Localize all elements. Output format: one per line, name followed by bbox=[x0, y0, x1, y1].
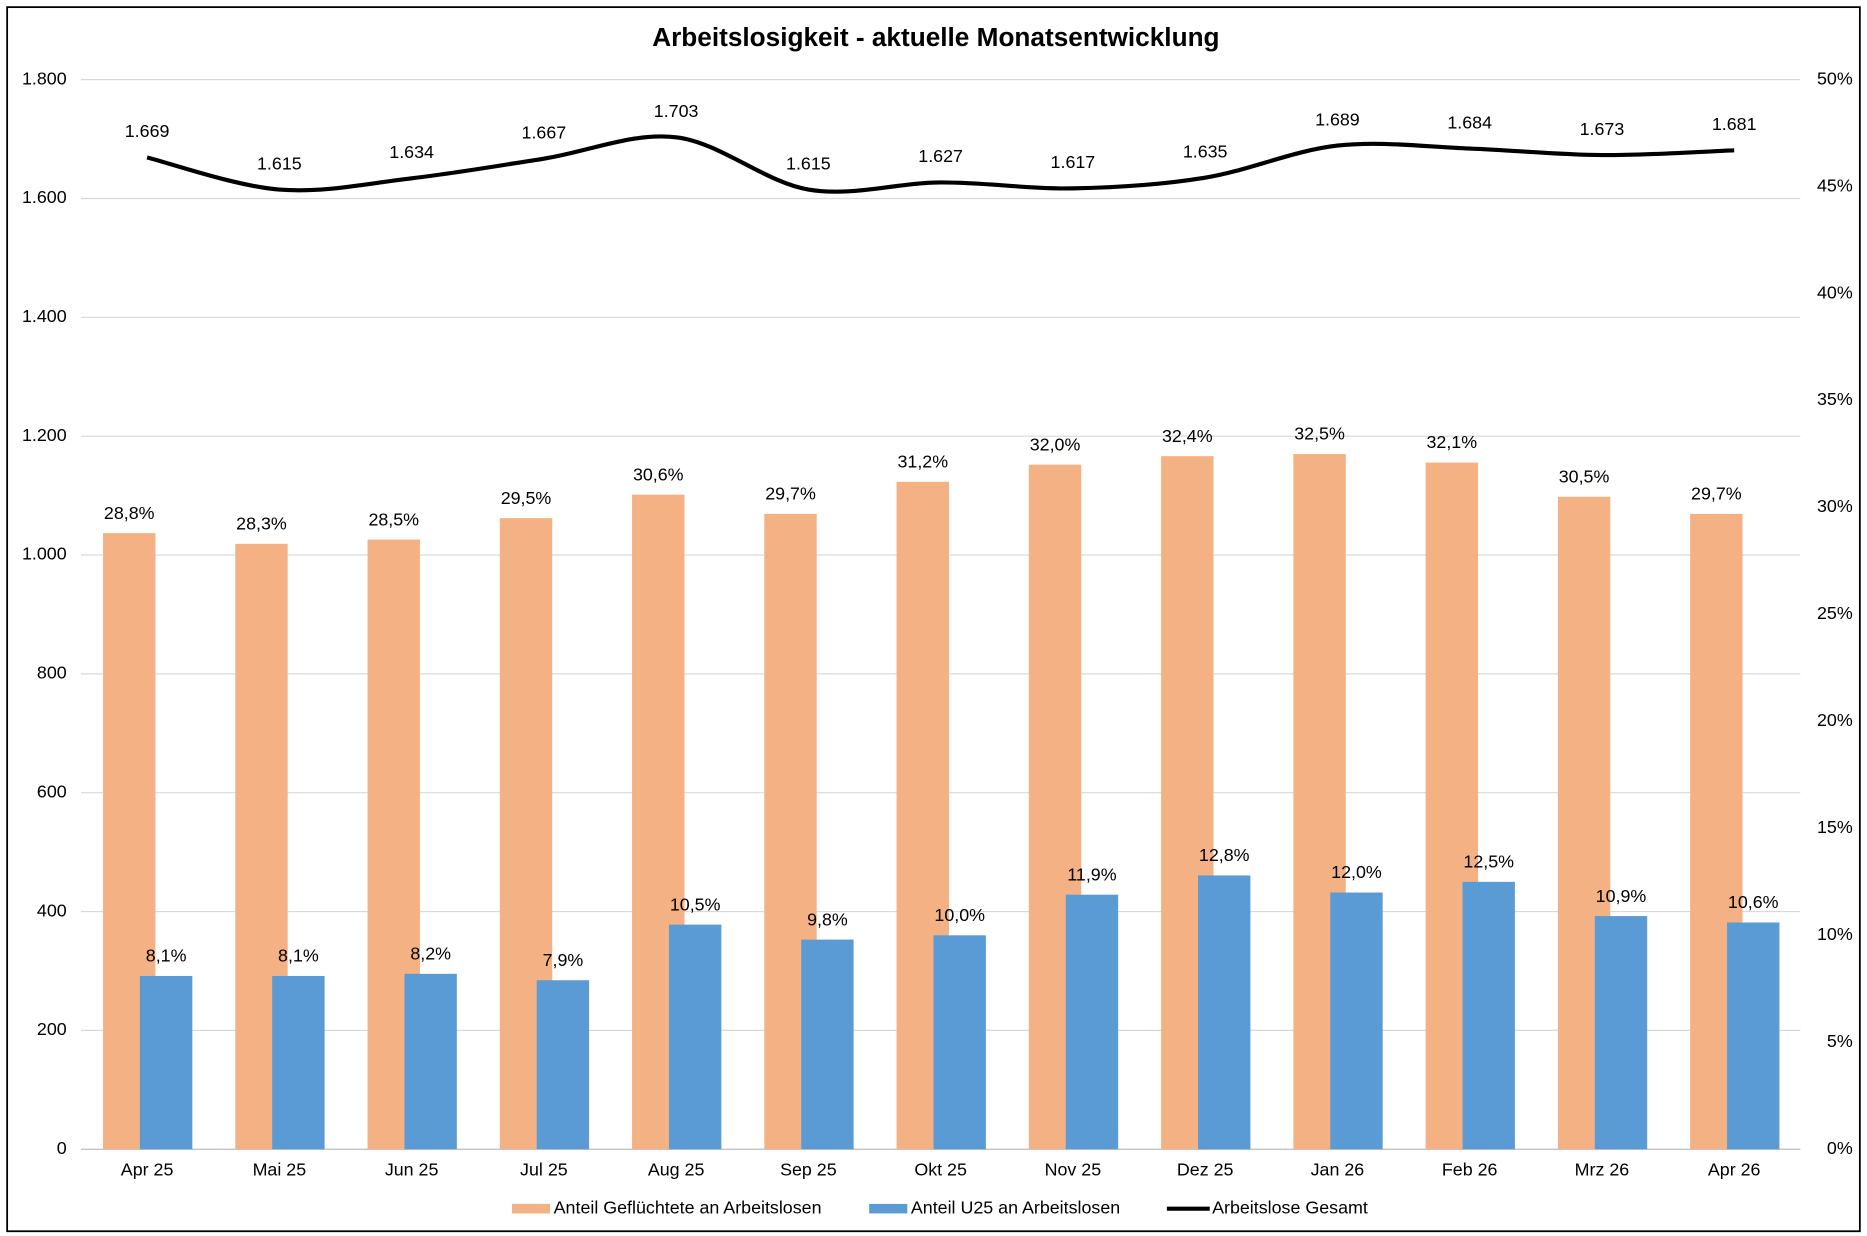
y-tick-label: 1.000 bbox=[22, 544, 67, 564]
y-tick-label: 600 bbox=[37, 781, 67, 801]
bar bbox=[1065, 894, 1119, 1150]
legend-swatch bbox=[869, 1203, 908, 1214]
y2-tick-label: 50% bbox=[1817, 68, 1853, 88]
data-label: 10,6% bbox=[1728, 892, 1779, 912]
data-label: 30,5% bbox=[1559, 466, 1610, 486]
legend-label: Anteil Geflüchtete an Arbeitslosen bbox=[554, 1197, 822, 1217]
data-label: 9,8% bbox=[807, 909, 848, 929]
y2-tick-label: 0% bbox=[1827, 1138, 1853, 1158]
y-tick-label: 0 bbox=[57, 1138, 67, 1158]
bar bbox=[933, 935, 986, 1150]
data-label: 1.635 bbox=[1183, 141, 1228, 161]
data-label: 28,8% bbox=[104, 503, 155, 523]
x-tick-label: Apr 26 bbox=[1708, 1159, 1761, 1179]
data-label: 32,4% bbox=[1162, 426, 1213, 446]
x-tick-label: Nov 25 bbox=[1045, 1159, 1102, 1179]
y2-tick-label: 35% bbox=[1817, 389, 1853, 409]
data-label: 10,0% bbox=[934, 905, 985, 925]
y2-tick-label: 40% bbox=[1817, 282, 1853, 302]
data-label: 29,5% bbox=[501, 488, 552, 508]
chart-title: Arbeitslosigkeit - aktuelle Monatsentwic… bbox=[652, 22, 1219, 52]
data-label: 1.617 bbox=[1051, 152, 1096, 172]
x-tick-label: Jun 25 bbox=[385, 1159, 439, 1179]
y-tick-label: 1.200 bbox=[22, 425, 67, 445]
data-label: 32,5% bbox=[1294, 424, 1345, 444]
data-label: 1.673 bbox=[1580, 119, 1625, 139]
legend-swatch bbox=[511, 1203, 551, 1214]
x-tick-label: Dez 25 bbox=[1177, 1159, 1234, 1179]
data-label: 28,5% bbox=[368, 509, 419, 529]
data-label: 29,7% bbox=[765, 484, 816, 504]
legend-label: Arbeitslose Gesamt bbox=[1212, 1197, 1368, 1217]
y2-tick-label: 5% bbox=[1827, 1031, 1853, 1051]
x-tick-label: Jul 25 bbox=[520, 1159, 568, 1179]
data-label: 1.634 bbox=[389, 142, 434, 162]
data-label: 1.669 bbox=[125, 121, 170, 141]
data-label: 32,1% bbox=[1427, 432, 1478, 452]
x-tick-label: Okt 25 bbox=[914, 1159, 967, 1179]
x-tick-label: Sep 25 bbox=[780, 1159, 837, 1179]
bar bbox=[1330, 892, 1383, 1150]
y2-tick-label: 15% bbox=[1817, 817, 1853, 837]
x-tick-label: Aug 25 bbox=[648, 1159, 705, 1179]
data-label: 12,5% bbox=[1463, 852, 1514, 872]
data-label: 10,9% bbox=[1596, 886, 1647, 906]
y-tick-label: 1.600 bbox=[22, 187, 67, 207]
x-tick-label: Apr 25 bbox=[121, 1159, 174, 1179]
y-tick-label: 1.800 bbox=[22, 68, 67, 88]
data-label: 1.667 bbox=[522, 122, 567, 142]
y2-tick-label: 20% bbox=[1817, 710, 1853, 730]
data-label: 8,2% bbox=[410, 944, 451, 964]
bar bbox=[1727, 922, 1780, 1150]
bar bbox=[668, 924, 722, 1150]
y2-tick-label: 45% bbox=[1817, 175, 1853, 195]
data-label: 8,1% bbox=[278, 946, 319, 966]
bar bbox=[1462, 881, 1515, 1150]
data-label: 11,9% bbox=[1067, 864, 1116, 884]
data-label: 1.684 bbox=[1447, 112, 1492, 132]
data-label: 1.703 bbox=[654, 101, 699, 121]
data-label: 7,9% bbox=[543, 950, 584, 970]
y-tick-label: 200 bbox=[37, 1019, 67, 1039]
bar bbox=[1198, 875, 1251, 1150]
data-label: 10,5% bbox=[670, 894, 721, 914]
data-label: 12,0% bbox=[1331, 862, 1382, 882]
data-label: 32,0% bbox=[1030, 434, 1081, 454]
data-label: 1.627 bbox=[918, 146, 963, 166]
legend-label: Anteil U25 an Arbeitslosen bbox=[911, 1197, 1120, 1217]
data-label: 31,2% bbox=[897, 452, 948, 472]
data-label: 1.615 bbox=[786, 153, 831, 173]
bar bbox=[404, 973, 457, 1150]
y2-tick-label: 10% bbox=[1817, 924, 1853, 944]
y-tick-label: 400 bbox=[37, 900, 67, 920]
x-tick-label: Jan 26 bbox=[1311, 1159, 1365, 1179]
x-tick-label: Mai 25 bbox=[253, 1159, 307, 1179]
data-label: 28,3% bbox=[236, 514, 287, 534]
y-tick-label: 800 bbox=[37, 663, 67, 683]
data-label: 1.681 bbox=[1712, 114, 1757, 134]
bar bbox=[272, 975, 325, 1150]
line bbox=[146, 134, 1735, 194]
data-label: 1.689 bbox=[1315, 109, 1360, 129]
x-tick-label: Feb 26 bbox=[1442, 1159, 1498, 1179]
x-tick-label: Mrz 26 bbox=[1575, 1159, 1630, 1179]
y2-tick-label: 30% bbox=[1817, 496, 1853, 516]
data-label: 30,6% bbox=[633, 464, 684, 484]
y2-tick-label: 25% bbox=[1817, 603, 1853, 623]
data-label: 1.615 bbox=[257, 153, 302, 173]
data-label: 12,8% bbox=[1199, 845, 1250, 865]
data-label: 8,1% bbox=[146, 946, 187, 966]
bar bbox=[1594, 916, 1648, 1150]
y-tick-label: 1.400 bbox=[22, 306, 67, 326]
data-label: 29,7% bbox=[1691, 484, 1742, 504]
bar bbox=[536, 980, 590, 1150]
bar bbox=[801, 939, 854, 1150]
bar bbox=[139, 975, 193, 1150]
